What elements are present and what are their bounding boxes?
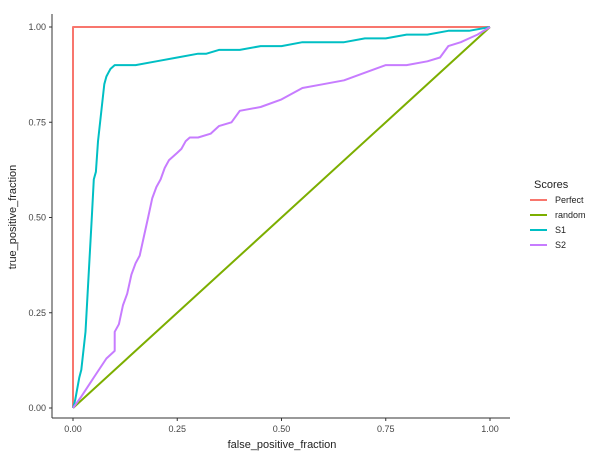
x-tick-label: 1.00 <box>481 424 499 434</box>
series-line-s1 <box>72 26 491 409</box>
legend-label-random: random <box>555 210 586 220</box>
y-tick-label: 0.25 <box>28 308 46 318</box>
y-tick-label: 1.00 <box>28 22 46 32</box>
x-axis-title: false_positive_fraction <box>228 439 337 451</box>
legend: Scores Perfect random S1 S2 <box>530 179 586 250</box>
y-tick-label: 0.75 <box>28 117 46 127</box>
y-tick-label: 0.00 <box>28 403 46 413</box>
legend-label-s1: S1 <box>555 225 566 235</box>
y-ticks: 0.00 0.25 0.50 0.75 1.00 <box>28 22 52 413</box>
y-axis-title: true_positive_fraction <box>7 165 19 270</box>
x-tick-label: 0.25 <box>168 424 186 434</box>
legend-title: Scores <box>534 179 569 191</box>
series-line-perfect <box>72 26 490 408</box>
legend-label-perfect: Perfect <box>555 195 584 205</box>
x-tick-label: 0.00 <box>64 424 82 434</box>
x-ticks: 0.00 0.25 0.50 0.75 1.00 <box>64 418 499 434</box>
x-tick-label: 0.50 <box>273 424 291 434</box>
y-tick-label: 0.50 <box>28 213 46 223</box>
legend-label-s2: S2 <box>555 240 566 250</box>
x-tick-label: 0.75 <box>377 424 395 434</box>
series-line-random <box>72 26 491 409</box>
series-line-s2 <box>72 26 491 409</box>
series-lines <box>72 26 491 409</box>
axes <box>51 14 510 419</box>
